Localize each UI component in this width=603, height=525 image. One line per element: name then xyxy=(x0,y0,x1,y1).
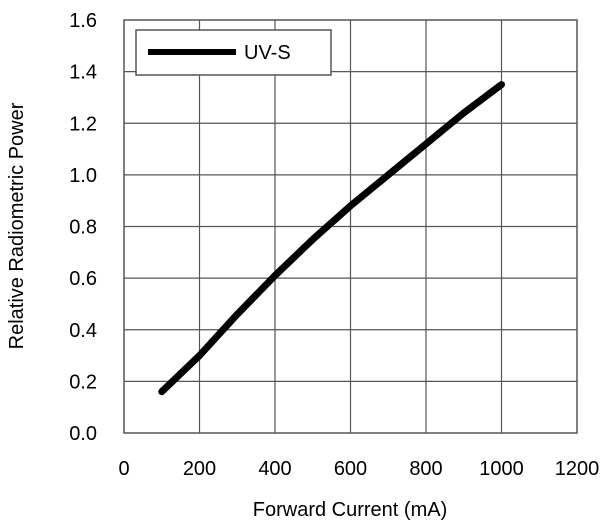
y-tick-label: 0.2 xyxy=(69,371,97,393)
series-line-uv-s xyxy=(158,81,505,396)
x-tick-label: 0 xyxy=(118,458,129,480)
legend-label-uv-s: UV-S xyxy=(244,42,291,64)
series-lines xyxy=(158,81,505,396)
y-tick-label: 0.8 xyxy=(69,217,97,239)
y-axis-ticks: 0.0 0.2 0.4 0.6 0.8 1.0 1.2 1.4 1.6 xyxy=(69,10,97,445)
y-axis-title: Relative Radiometric Power xyxy=(6,102,28,349)
y-tick-label: 0.0 xyxy=(69,423,97,445)
y-tick-label: 0.6 xyxy=(69,268,97,290)
legend: UV-S xyxy=(135,29,332,76)
x-axis-title: Forward Current (mA) xyxy=(253,499,447,521)
x-tick-label: 200 xyxy=(183,458,216,480)
x-axis-ticks: 0 200 400 600 800 1000 1200 xyxy=(118,458,599,480)
y-tick-label: 1.2 xyxy=(69,113,97,135)
y-tick-label: 0.4 xyxy=(69,320,97,342)
plot-frame xyxy=(123,19,578,434)
y-tick-label: 1.4 xyxy=(69,62,97,84)
grid xyxy=(124,20,577,433)
x-tick-label: 800 xyxy=(409,458,442,480)
x-tick-label: 1200 xyxy=(555,458,600,480)
x-tick-label: 400 xyxy=(258,458,291,480)
x-tick-label: 1000 xyxy=(479,458,524,480)
y-tick-label: 1.0 xyxy=(69,165,97,187)
y-tick-label: 1.6 xyxy=(69,10,97,32)
x-tick-label: 600 xyxy=(334,458,367,480)
